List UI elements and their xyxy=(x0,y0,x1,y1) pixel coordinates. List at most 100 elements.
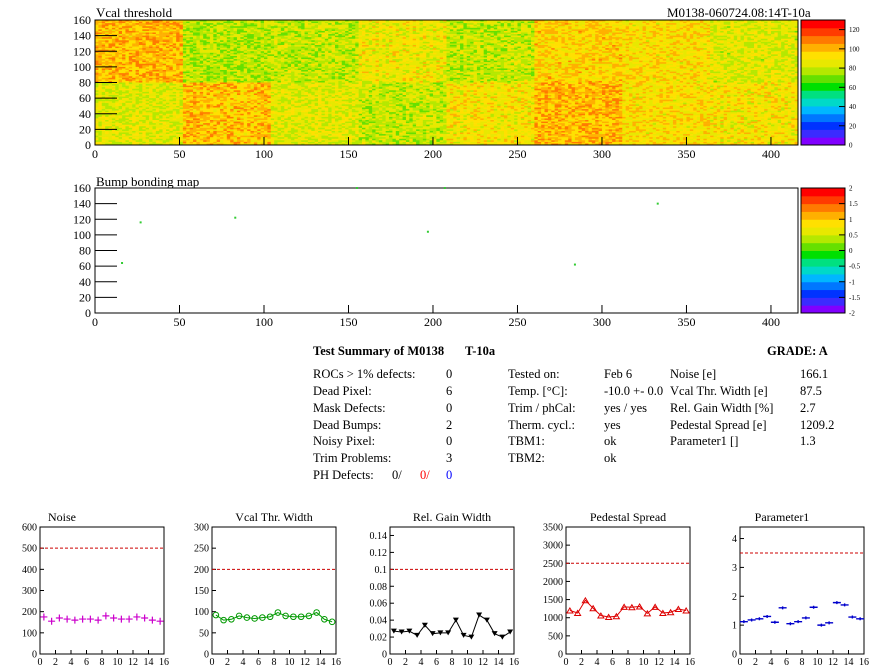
heatmap-cell xyxy=(416,26,420,29)
heatmap-cell xyxy=(395,23,400,25)
heatmap-cell xyxy=(625,20,630,22)
heatmap-cell xyxy=(531,26,535,29)
heatmap-cell xyxy=(791,27,795,30)
heatmap-cell xyxy=(213,20,217,22)
heatmap-cell xyxy=(220,24,224,27)
heatmap-cell xyxy=(527,27,532,30)
heatmap-cell xyxy=(152,23,157,25)
heatmap-cell xyxy=(791,20,795,22)
heatmap-cell xyxy=(193,26,197,29)
heatmap-cell xyxy=(328,24,332,27)
heatmap-cell xyxy=(666,27,670,30)
heatmap-cell xyxy=(385,29,390,32)
heatmap-cell xyxy=(693,20,697,22)
heatmap-cell xyxy=(777,27,782,30)
heatmap-cell xyxy=(277,27,282,30)
heatmap-cell xyxy=(656,23,660,25)
heatmap-cell xyxy=(223,30,228,33)
heatmap-cell xyxy=(416,29,420,32)
heatmap-cell xyxy=(463,23,468,25)
heatmap-cell xyxy=(142,21,146,24)
heatmap-cell xyxy=(111,29,116,32)
heatmap-cell xyxy=(531,24,535,27)
heatmap-cell xyxy=(301,26,305,29)
heatmap-cell xyxy=(683,21,687,24)
heatmap-cell xyxy=(770,23,775,25)
heatmap-cell xyxy=(446,23,451,25)
heatmap-cell xyxy=(179,29,184,32)
heatmap-cell xyxy=(534,20,539,22)
heatmap-cell xyxy=(291,23,295,25)
heatmap-cell xyxy=(564,23,569,25)
heatmap-cell xyxy=(162,30,167,33)
heatmap-cell xyxy=(551,29,555,32)
heatmap-cell xyxy=(595,24,599,27)
heatmap-cell xyxy=(683,23,687,25)
heatmap-cell xyxy=(551,21,555,24)
heatmap-cell xyxy=(240,24,245,27)
heatmap-cell xyxy=(608,26,613,29)
heatmap-cell xyxy=(757,20,762,22)
heatmap-cell xyxy=(764,27,768,30)
heatmap-cell xyxy=(696,21,701,24)
heatmap-cell xyxy=(547,24,552,27)
heatmap-cell xyxy=(169,30,174,33)
heatmap-cell xyxy=(230,27,234,30)
heatmap-cell xyxy=(764,21,768,24)
heatmap-cell xyxy=(416,30,420,33)
heatmap-cell xyxy=(605,21,610,24)
heatmap-cell xyxy=(720,21,724,24)
heatmap-cell xyxy=(534,29,539,32)
heatmap-cell xyxy=(115,26,119,29)
heatmap-cell xyxy=(514,23,518,25)
heatmap-cell xyxy=(679,29,684,32)
heatmap-cell xyxy=(679,27,684,30)
heatmap-cell xyxy=(561,21,566,24)
heatmap-cell xyxy=(297,26,302,29)
heatmap-cell xyxy=(679,24,684,27)
heatmap-cell xyxy=(378,30,383,33)
heatmap-cell xyxy=(176,23,180,25)
heatmap-cell xyxy=(395,24,400,27)
heatmap-cell xyxy=(659,23,664,25)
heatmap-cell xyxy=(629,26,633,29)
heatmap-cell xyxy=(230,26,234,29)
heatmap-cell xyxy=(652,27,657,30)
heatmap-cell xyxy=(247,21,251,24)
heatmap-cell xyxy=(409,26,413,29)
heatmap-cell xyxy=(493,29,498,32)
heatmap-cell xyxy=(618,24,623,27)
heatmap-cell xyxy=(159,21,163,24)
heatmap-cell xyxy=(625,29,630,32)
heatmap-cell xyxy=(419,24,424,27)
heatmap-cell xyxy=(223,23,228,25)
heatmap-cell xyxy=(618,21,623,24)
heatmap-cell xyxy=(683,24,687,27)
heatmap-cell xyxy=(588,23,593,25)
heatmap-cell xyxy=(253,20,258,22)
heatmap-cell xyxy=(186,23,190,25)
heatmap-cell xyxy=(497,23,501,25)
heatmap-cell xyxy=(203,26,207,29)
heatmap-cell xyxy=(395,21,400,24)
heatmap-cell xyxy=(368,24,373,27)
heatmap-cell xyxy=(764,26,768,29)
heatmap-cell xyxy=(642,21,647,24)
heatmap-cell xyxy=(375,29,380,32)
heatmap-cell xyxy=(220,30,224,33)
heatmap-cell xyxy=(189,24,194,27)
heatmap-cell xyxy=(270,24,275,27)
heatmap-cell xyxy=(507,20,512,22)
heatmap-cell xyxy=(706,24,711,27)
heatmap-cell xyxy=(551,24,555,27)
heatmap-cell xyxy=(395,27,400,30)
heatmap-cell xyxy=(588,21,593,24)
heatmap-cell xyxy=(318,29,322,32)
heatmap-cell xyxy=(247,30,251,33)
heatmap-cell xyxy=(625,27,630,30)
heatmap-cell xyxy=(446,24,451,27)
heatmap-cell xyxy=(209,26,214,29)
heatmap-cell xyxy=(311,27,315,30)
heatmap-cell xyxy=(456,20,461,22)
heatmap-cell xyxy=(503,24,508,27)
